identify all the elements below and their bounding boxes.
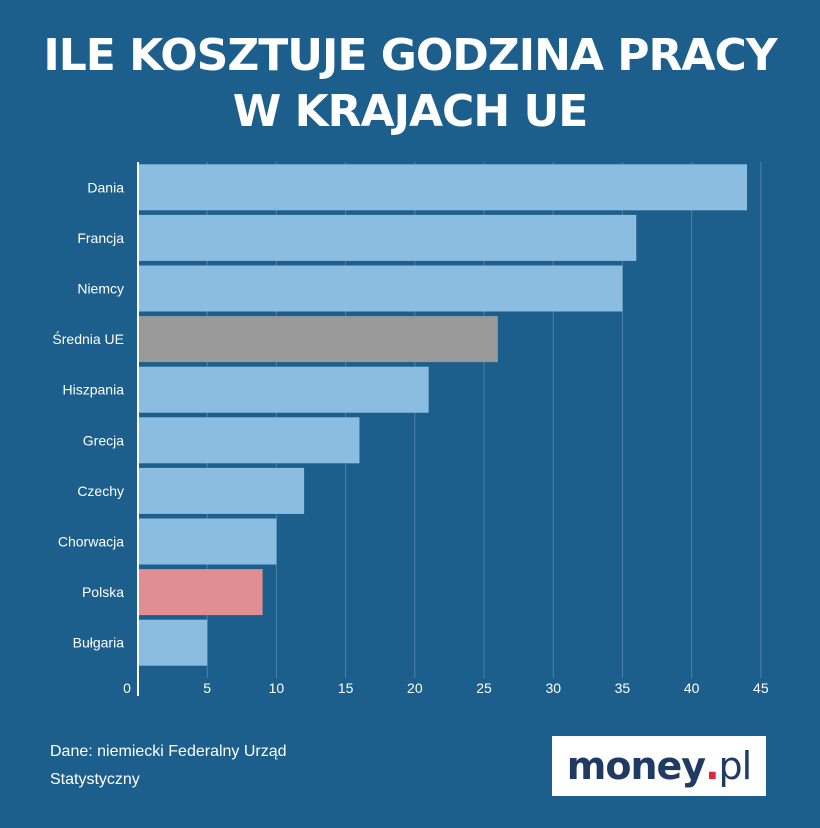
logo-suffix: pl — [718, 744, 753, 788]
x-tick-label-15: 15 — [338, 680, 354, 696]
bar-7 — [139, 518, 277, 565]
category-label-1: Francja — [77, 230, 124, 246]
money-pl-logo: money. pl — [552, 736, 766, 796]
category-label-4: Hiszpania — [63, 382, 125, 398]
bar-2 — [139, 265, 623, 312]
x-tick-label-20: 20 — [407, 680, 423, 696]
x-tick-label-5: 5 — [203, 680, 211, 696]
category-label-5: Grecja — [83, 432, 124, 448]
x-tick-label-10: 10 — [269, 680, 285, 696]
chart-title-line-2: W KRAJACH UE — [232, 86, 589, 137]
category-label-3: Średnia UE — [52, 330, 124, 347]
bar-chart: Dania Francja Niemcy Średnia UE Hiszpania Gre… — [52, 162, 769, 696]
x-tick-label-25: 25 — [476, 680, 492, 696]
category-label-0: Dania — [87, 179, 124, 195]
x-tick-label-0: 0 — [123, 680, 131, 696]
x-tick-label-45: 45 — [753, 680, 769, 696]
chart-title: ILE KOSZTUJE GODZINA PRACY W KRAJACH UE — [0, 28, 820, 140]
bar-5 — [139, 417, 360, 464]
logo-main: money — [566, 744, 706, 788]
logo-dot: . — [705, 744, 719, 788]
x-tick-label-30: 30 — [545, 680, 561, 696]
bar-9 — [139, 619, 208, 666]
bar-3 — [139, 316, 498, 363]
category-label-9: Bułgaria — [73, 635, 125, 651]
category-label-2: Niemcy — [77, 281, 124, 297]
x-tick-label-35: 35 — [615, 680, 631, 696]
category-label-8: Polska — [82, 584, 124, 600]
category-label-7: Chorwacja — [58, 534, 124, 550]
source-note: Dane: niemiecki Federalny Urząd Statysty… — [50, 738, 287, 794]
bar-6 — [139, 467, 305, 514]
bar-4 — [139, 366, 429, 413]
bar-8 — [139, 569, 263, 616]
bar-0 — [139, 164, 748, 211]
x-tick-label-40: 40 — [684, 680, 700, 696]
bar-1 — [139, 214, 637, 261]
chart-title-line-1: ILE KOSZTUJE GODZINA PRACY — [43, 30, 777, 81]
source-line-1: Dane: niemiecki Federalny Urząd — [50, 743, 287, 760]
source-line-2: Statystyczny — [50, 771, 140, 788]
category-label-6: Czechy — [77, 483, 124, 499]
